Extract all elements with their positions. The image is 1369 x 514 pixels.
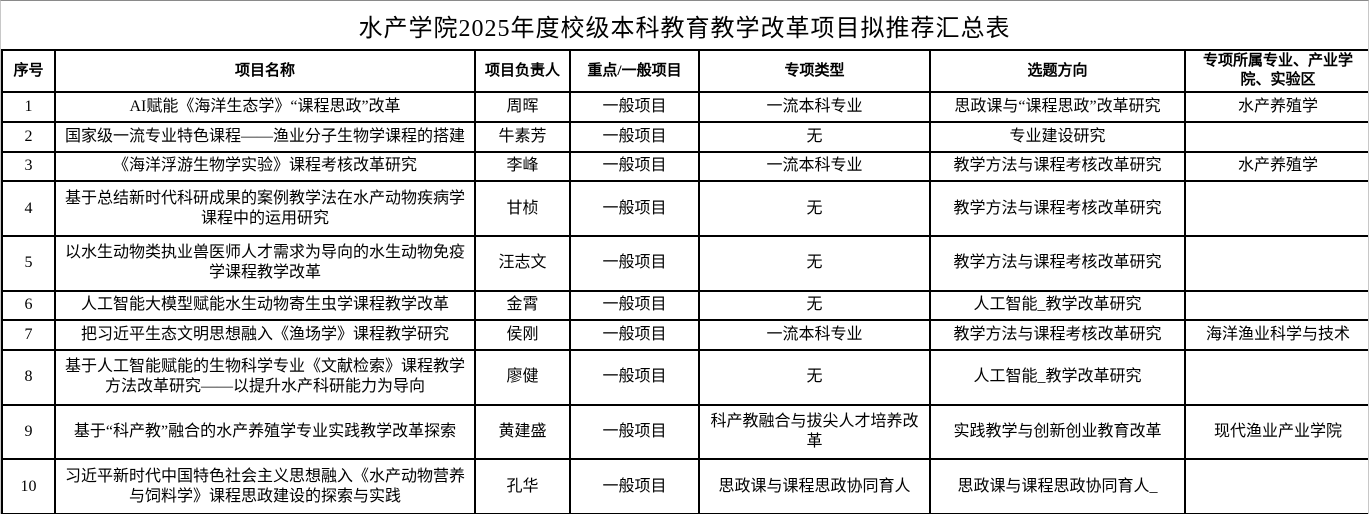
cell-name: 基于“科产教”融合的水产养殖学专业实践教学改革探索 — [54, 403, 476, 461]
cell-leader: 甘桢 — [474, 180, 571, 237]
table-row: 8 基于人工智能赋能的生物科学专业《文献检索》课程教学方法改革研究——以提升水产科… — [1, 349, 1368, 406]
cell-special-type: 无 — [698, 289, 931, 322]
cell-leader: 汪志文 — [474, 234, 571, 292]
table-row: 7 把习近平生态文明思想融入《渔场学》课程教学研究 侯刚 一般项目 一流本科专业 教学方法… — [1, 319, 1368, 352]
cell-affiliation — [1184, 234, 1368, 292]
cell-affiliation: 水产养殖学 — [1184, 150, 1368, 183]
cell-direction: 教学方法与课程考核改革研究 — [929, 319, 1186, 352]
cell-special-type: 一流本科专业 — [698, 319, 931, 352]
cell-category: 一般项目 — [569, 150, 700, 183]
cell-leader: 金霄 — [474, 289, 571, 322]
cell-leader: 孔华 — [474, 458, 571, 514]
cell-special-type: 科产教融合与拔尖人才培养改革 — [698, 403, 931, 461]
cell-no: 5 — [1, 234, 56, 292]
cell-name: 习近平新时代中国特色社会主义思想融入《水产动物营养与饲料学》课程思政建设的探索与… — [54, 458, 476, 514]
cell-no: 3 — [1, 150, 56, 183]
cell-affiliation — [1184, 349, 1368, 406]
cell-affiliation — [1184, 180, 1368, 237]
cell-leader: 周晖 — [474, 91, 571, 123]
cell-no: 6 — [1, 289, 56, 322]
cell-affiliation: 水产养殖学 — [1184, 91, 1368, 123]
cell-affiliation: 海洋渔业科学与技术 — [1184, 319, 1368, 352]
cell-special-type: 思政课与课程思政协同育人 — [698, 458, 931, 514]
cell-direction: 实践教学与创新创业教育改革 — [929, 403, 1186, 461]
cell-special-type: 无 — [698, 180, 931, 237]
cell-category: 一般项目 — [569, 120, 700, 153]
page-title: 水产学院2025年度校级本科教育教学改革项目拟推荐汇总表 — [358, 15, 1011, 42]
cell-name: AI赋能《海洋生态学》“课程思政”改革 — [54, 91, 476, 123]
cell-affiliation — [1184, 120, 1368, 153]
header-special-type: 专项类型 — [698, 49, 931, 93]
cell-direction: 教学方法与课程考核改革研究 — [929, 180, 1186, 237]
cell-direction: 人工智能_教学改革研究 — [929, 289, 1186, 322]
cell-special-type: 无 — [698, 120, 931, 153]
cell-name: 国家级一流专业特色课程——渔业分子生物学课程的搭建 — [54, 120, 476, 153]
cell-special-type: 无 — [698, 234, 931, 292]
cell-no: 10 — [1, 458, 56, 514]
header-affiliation: 专项所属专业、产业学院、实验区 — [1184, 49, 1368, 93]
cell-name: 基于人工智能赋能的生物科学专业《文献检索》课程教学方法改革研究——以提升水产科研… — [54, 349, 476, 406]
cell-affiliation — [1184, 289, 1368, 322]
cell-no: 2 — [1, 120, 56, 153]
cell-category: 一般项目 — [569, 349, 700, 406]
cell-category: 一般项目 — [569, 403, 700, 461]
cell-no: 8 — [1, 349, 56, 406]
projects-table: 序号 项目名称 项目负责人 重点/一般项目 专项类型 选题方向 专项所属专业、产… — [1, 49, 1368, 514]
cell-category: 一般项目 — [569, 180, 700, 237]
cell-category: 一般项目 — [569, 234, 700, 292]
table-row: 9 基于“科产教”融合的水产养殖学专业实践教学改革探索 黄建盛 一般项目 科产教融合与拔… — [1, 403, 1368, 461]
cell-name: 人工智能大模型赋能水生动物寄生虫学课程教学改革 — [54, 289, 476, 322]
table-row: 5 以水生动物类执业兽医师人才需求为导向的水生动物免疫学课程教学改革 汪志文 一般项目… — [1, 234, 1368, 292]
table-row: 2 国家级一流专业特色课程——渔业分子生物学课程的搭建 牛素芳 一般项目无专业建设研究 — [1, 120, 1368, 153]
cell-special-type: 一流本科专业 — [698, 150, 931, 183]
cell-category: 一般项目 — [569, 91, 700, 123]
cell-direction: 教学方法与课程考核改革研究 — [929, 150, 1186, 183]
cell-category: 一般项目 — [569, 289, 700, 322]
cell-no: 1 — [1, 91, 56, 123]
cell-affiliation: 现代渔业产业学院 — [1184, 403, 1368, 461]
cell-no: 9 — [1, 403, 56, 461]
cell-leader: 李峰 — [474, 150, 571, 183]
cell-name: 以水生动物类执业兽医师人才需求为导向的水生动物免疫学课程教学改革 — [54, 234, 476, 292]
cell-category: 一般项目 — [569, 458, 700, 514]
header-leader: 项目负责人 — [474, 49, 571, 93]
header-index: 序号 — [1, 49, 56, 93]
cell-leader: 黄建盛 — [474, 403, 571, 461]
cell-direction: 思政课与“课程思政”改革研究 — [929, 91, 1186, 123]
table-row: 3 《海洋浮游生物学实验》课程考核改革研究 李峰 一般项目 一流本科专业 教学方法与课程考… — [1, 150, 1368, 183]
cell-special-type: 无 — [698, 349, 931, 406]
header-direction: 选题方向 — [929, 49, 1186, 93]
table-row: 1 AI赋能《海洋生态学》“课程思政”改革 周晖 一般项目 一流本科专业 思政课与“课程思… — [1, 91, 1368, 123]
cell-affiliation — [1184, 458, 1368, 514]
table-row: 6 人工智能大模型赋能水生动物寄生虫学课程教学改革 金霄 一般项目无人工智能_教学改革… — [1, 289, 1368, 322]
cell-no: 4 — [1, 180, 56, 237]
table-row: 10 习近平新时代中国特色社会主义思想融入《水产动物营养与饲料学》课程思政建设的探… — [1, 458, 1368, 514]
cell-name: 《海洋浮游生物学实验》课程考核改革研究 — [54, 150, 476, 183]
cell-leader: 牛素芳 — [474, 120, 571, 153]
cell-direction: 教学方法与课程考核改革研究 — [929, 234, 1186, 292]
cell-special-type: 一流本科专业 — [698, 91, 931, 123]
cell-name: 基于总结新时代科研成果的案例教学法在水产动物疾病学课程中的运用研究 — [54, 180, 476, 237]
cell-leader: 侯刚 — [474, 319, 571, 352]
cell-direction: 专业建设研究 — [929, 120, 1186, 153]
cell-category: 一般项目 — [569, 319, 700, 352]
table-body: 1 AI赋能《海洋生态学》“课程思政”改革 周晖 一般项目 一流本科专业 思政课与“课程思… — [1, 91, 1368, 514]
cell-name: 把习近平生态文明思想融入《渔场学》课程教学研究 — [54, 319, 476, 352]
cell-no: 7 — [1, 319, 56, 352]
cell-direction: 人工智能_教学改革研究 — [929, 349, 1186, 406]
cell-leader: 廖健 — [474, 349, 571, 406]
header-category: 重点/一般项目 — [569, 49, 700, 93]
header-project-name: 项目名称 — [54, 49, 476, 93]
table-row: 4 基于总结新时代科研成果的案例教学法在水产动物疾病学课程中的运用研究 甘桢 一般项目… — [1, 180, 1368, 237]
table-header-row: 序号 项目名称 项目负责人 重点/一般项目 专项类型 选题方向 专项所属专业、产… — [1, 49, 1368, 93]
cell-direction: 思政课与课程思政协同育人_ — [929, 458, 1186, 514]
